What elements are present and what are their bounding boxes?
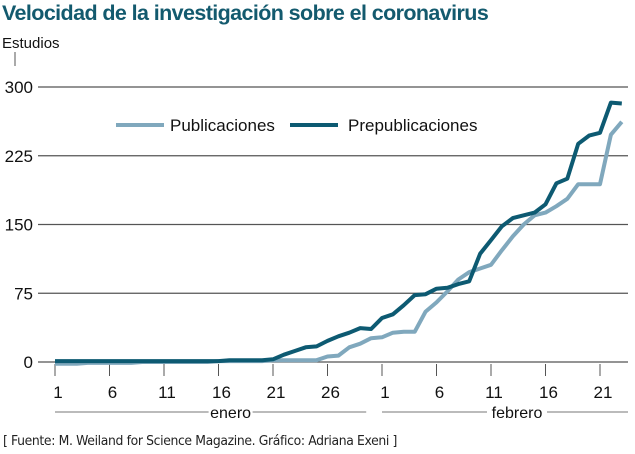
legend: Publicaciones Prepublicaciones bbox=[116, 116, 477, 135]
y-tick-label: 225 bbox=[5, 147, 33, 166]
x-tick-label: 11 bbox=[158, 383, 176, 402]
y-axis: Estudios 0 75 150 225 300 bbox=[2, 35, 60, 372]
x-tick-label: 11 bbox=[485, 383, 503, 402]
y-tick-label: 75 bbox=[14, 284, 33, 303]
x-tick-label: 16 bbox=[539, 383, 558, 402]
gridlines bbox=[38, 86, 628, 363]
series bbox=[55, 100, 624, 366]
x-tick-label: 21 bbox=[594, 383, 613, 402]
month-label-enero: enero bbox=[210, 405, 251, 422]
series-line-prepublicaciones bbox=[55, 100, 622, 364]
x-tick-label: 6 bbox=[435, 383, 444, 402]
legend-label-prepublicaciones: Prepublicaciones bbox=[348, 116, 477, 135]
x-tick-label: 26 bbox=[321, 383, 340, 402]
x-tick-label: 21 bbox=[267, 383, 286, 402]
series-line-publicaciones bbox=[55, 120, 624, 366]
x-tick-label: 16 bbox=[212, 383, 231, 402]
x-tick-label: 1 bbox=[53, 383, 62, 402]
month-label-febrero: febrero bbox=[492, 405, 543, 422]
legend-label-publicaciones: Publicaciones bbox=[170, 116, 275, 135]
y-tick-label: 300 bbox=[5, 78, 33, 97]
y-tick-label: 150 bbox=[5, 216, 33, 235]
chart-title: Velocidad de la investigación sobre el c… bbox=[2, 1, 489, 25]
y-tick-label: 0 bbox=[24, 353, 33, 372]
x-tick-label: 6 bbox=[108, 383, 117, 402]
source-credit: [ Fuente: M. Weiland for Science Magazin… bbox=[3, 433, 398, 449]
y-axis-label: Estudios bbox=[2, 35, 60, 52]
x-tick-label: 1 bbox=[380, 383, 389, 402]
